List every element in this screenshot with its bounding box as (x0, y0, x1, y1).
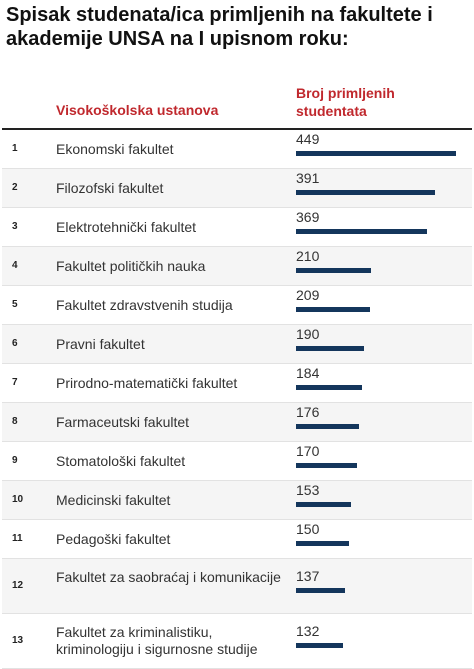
row-bar (296, 643, 343, 648)
table-row: 9 Stomatološki fakultet 170 (2, 442, 472, 481)
row-bar (296, 268, 371, 273)
row-bar (296, 502, 351, 507)
row-institution: Fakultet zdravstvenih studija (56, 297, 233, 313)
row-institution: Ekonomski fakultet (56, 141, 174, 157)
row-rank: 7 (12, 377, 18, 388)
row-value-label: 369 (296, 209, 320, 225)
row-rank: 3 (12, 221, 18, 232)
row-institution: Pedagoški fakultet (56, 531, 171, 547)
table-row: 7 Prirodno-matematički fakultet 184 (2, 364, 472, 403)
table-body: 1 Ekonomski fakultet 449 2 Filozofski fakult… (2, 130, 472, 669)
row-rank: 1 (12, 143, 18, 154)
table-row: 2 Filozofski fakultet 391 (2, 169, 472, 208)
row-institution: Filozofski fakultet (56, 180, 164, 196)
table-row: 1 Ekonomski fakultet 449 (2, 130, 472, 169)
row-rank: 8 (12, 416, 18, 427)
row-value-label: 132 (296, 623, 320, 639)
row-value-label: 137 (296, 568, 320, 584)
row-bar (296, 541, 349, 546)
table-row: 13 Fakultet za kriminalistiku, kriminolog… (2, 614, 472, 669)
page-title: Spisak studenata/ica primljenih na fakul… (6, 4, 433, 50)
row-rank: 4 (12, 260, 18, 271)
row-bar (296, 346, 364, 351)
table-row: 12 Fakultet za saobraćaj i komunikacije 13… (2, 559, 472, 614)
row-institution: Stomatološki fakultet (56, 453, 186, 469)
row-institution: Fakultet za kriminalistiku, kriminologij… (56, 624, 258, 657)
row-bar (296, 424, 359, 429)
row-bar (296, 229, 427, 234)
row-rank: 13 (12, 635, 24, 646)
row-value-label: 176 (296, 404, 320, 420)
table-row: 3 Elektrotehnički fakultet 369 (2, 208, 472, 247)
row-bar (296, 151, 456, 156)
row-institution: Farmaceutski fakultet (56, 414, 190, 430)
row-institution: Elektrotehnički fakultet (56, 219, 197, 235)
row-rank: 5 (12, 299, 18, 310)
row-institution: Prirodno-matematički fakultet (56, 375, 238, 391)
table-row: 6 Pravni fakultet 190 (2, 325, 472, 364)
row-rank: 6 (12, 338, 18, 349)
row-value-label: 170 (296, 443, 320, 459)
row-rank: 12 (12, 580, 24, 591)
row-rank: 2 (12, 182, 18, 193)
table-header: Visokoškolska ustanova Broj primljenih s… (2, 80, 472, 130)
table-row: 8 Farmaceutski fakultet 176 (2, 403, 472, 442)
row-bar (296, 385, 362, 390)
row-bar (296, 307, 370, 312)
row-value-label: 391 (296, 170, 320, 186)
row-value-label: 449 (296, 131, 320, 147)
table-row: 11 Pedagoški fakultet 150 (2, 520, 472, 559)
row-institution: Pravni fakultet (56, 336, 145, 352)
row-bar (296, 588, 345, 593)
row-institution: Fakultet za saobraćaj i komunikacije (56, 569, 281, 585)
column-header-count: Broj primljenih studentata (296, 85, 395, 119)
row-value-label: 150 (296, 521, 320, 537)
row-value-label: 190 (296, 326, 320, 342)
table-row: 5 Fakultet zdravstvenih studija 209 (2, 286, 472, 325)
row-value-label: 209 (296, 287, 320, 303)
column-header-institution: Visokoškolska ustanova (56, 102, 219, 118)
row-institution: Medicinski fakultet (56, 492, 171, 508)
table-row: 10 Medicinski fakultet 153 (2, 481, 472, 520)
row-value-label: 210 (296, 248, 320, 264)
table-row: 4 Fakultet političkih nauka 210 (2, 247, 472, 286)
row-bar (296, 190, 435, 195)
row-value-label: 153 (296, 482, 320, 498)
row-value-label: 184 (296, 365, 320, 381)
row-rank: 9 (12, 455, 18, 466)
row-rank: 11 (12, 533, 23, 544)
row-rank: 10 (12, 494, 24, 505)
row-institution: Fakultet političkih nauka (56, 258, 206, 274)
row-bar (296, 463, 357, 468)
